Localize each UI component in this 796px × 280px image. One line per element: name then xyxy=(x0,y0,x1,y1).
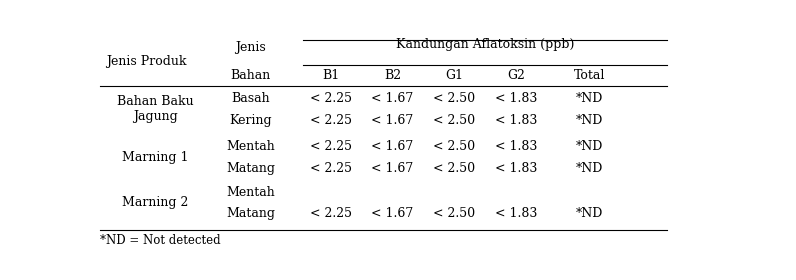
Text: Jenis: Jenis xyxy=(236,41,266,54)
Text: Jenis Produk: Jenis Produk xyxy=(106,55,186,68)
Text: < 1.83: < 1.83 xyxy=(495,92,537,105)
Text: < 2.25: < 2.25 xyxy=(310,92,352,105)
Text: *ND = Not detected: *ND = Not detected xyxy=(100,234,220,247)
Text: B2: B2 xyxy=(384,69,401,82)
Text: < 1.67: < 1.67 xyxy=(372,115,414,127)
Text: < 2.25: < 2.25 xyxy=(310,140,352,153)
Text: < 2.50: < 2.50 xyxy=(433,207,475,220)
Text: *ND: *ND xyxy=(576,162,603,175)
Text: < 2.50: < 2.50 xyxy=(433,115,475,127)
Text: < 1.83: < 1.83 xyxy=(495,115,537,127)
Text: *ND: *ND xyxy=(576,92,603,105)
Text: Basah: Basah xyxy=(232,92,270,105)
Text: < 2.25: < 2.25 xyxy=(310,115,352,127)
Text: < 2.50: < 2.50 xyxy=(433,140,475,153)
Text: < 1.67: < 1.67 xyxy=(372,207,414,220)
Text: Kandungan Aflatoksin (ppb): Kandungan Aflatoksin (ppb) xyxy=(396,38,574,51)
Text: < 2.25: < 2.25 xyxy=(310,207,352,220)
Text: B1: B1 xyxy=(322,69,339,82)
Text: *ND: *ND xyxy=(576,207,603,220)
Text: < 1.83: < 1.83 xyxy=(495,207,537,220)
Text: Marning 1: Marning 1 xyxy=(122,151,189,164)
Text: *ND: *ND xyxy=(576,115,603,127)
Text: Mentah: Mentah xyxy=(226,140,275,153)
Text: Matang: Matang xyxy=(226,162,275,175)
Text: Bahan: Bahan xyxy=(231,69,271,82)
Text: G1: G1 xyxy=(445,69,463,82)
Text: Total: Total xyxy=(574,69,606,82)
Text: Matang: Matang xyxy=(226,207,275,220)
Text: < 2.50: < 2.50 xyxy=(433,162,475,175)
Text: Bahan Baku
Jagung: Bahan Baku Jagung xyxy=(117,95,193,123)
Text: *ND: *ND xyxy=(576,140,603,153)
Text: < 1.83: < 1.83 xyxy=(495,162,537,175)
Text: < 1.67: < 1.67 xyxy=(372,162,414,175)
Text: < 1.67: < 1.67 xyxy=(372,92,414,105)
Text: Mentah: Mentah xyxy=(226,186,275,199)
Text: < 1.67: < 1.67 xyxy=(372,140,414,153)
Text: Kering: Kering xyxy=(229,115,272,127)
Text: Marning 2: Marning 2 xyxy=(122,196,188,209)
Text: G2: G2 xyxy=(507,69,525,82)
Text: < 1.83: < 1.83 xyxy=(495,140,537,153)
Text: < 2.50: < 2.50 xyxy=(433,92,475,105)
Text: < 2.25: < 2.25 xyxy=(310,162,352,175)
